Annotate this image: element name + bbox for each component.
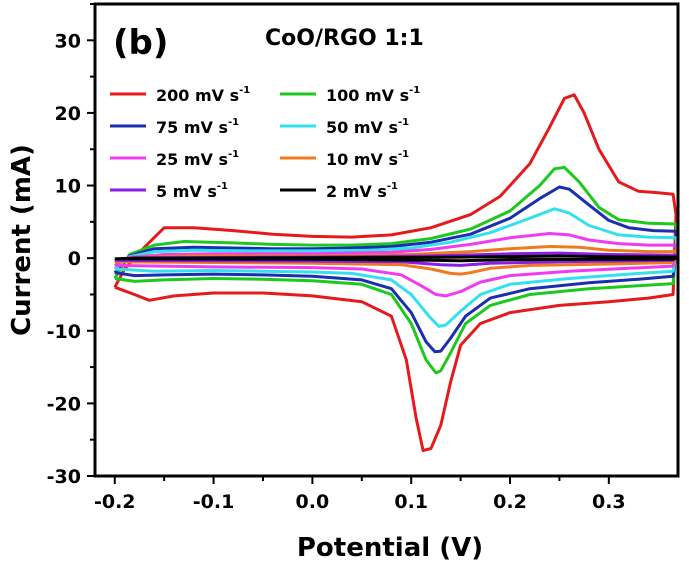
legend-label-text: 50 mV s: [326, 118, 398, 137]
legend-label-superscript: -1: [228, 149, 239, 160]
plot-curves: [113, 93, 679, 453]
legend-label-superscript: -1: [239, 85, 250, 96]
legend-label-text: 75 mV s: [156, 118, 228, 137]
legend-label: 50 mV s-1: [326, 117, 409, 137]
x-tick-label: 0.2: [493, 491, 527, 513]
legend-label-superscript: -1: [387, 181, 398, 192]
panel-label: (b): [113, 23, 168, 63]
cv-curve-0: [113, 93, 678, 453]
legend-label-superscript: -1: [409, 85, 420, 96]
legend-label-text: 25 mV s: [156, 150, 228, 169]
y-tick-label: -30: [47, 466, 81, 488]
plot-frame: [93, 2, 680, 478]
cv-curve-7: [114, 254, 679, 263]
x-tick-label: -0.2: [94, 491, 136, 513]
y-tick-label: -20: [47, 393, 81, 415]
y-axis-title: Current (mA): [7, 144, 37, 336]
legend-label: 2 mV s-1: [326, 181, 398, 201]
chart-title: CoO/RGO 1:1: [265, 26, 424, 51]
legend-label: 10 mV s-1: [326, 149, 409, 169]
x-ticks: -0.2 -0.1 0.0 0.1 0.2 0.3: [94, 476, 626, 513]
legend-label-superscript: -1: [398, 117, 409, 128]
y-ticks: -30 -20 -10 0 10 20 30: [47, 3, 95, 488]
legend-label: 200 mV s-1: [156, 85, 250, 105]
legend: 200 mV s-1 100 mV s-175 mV s-1 50 mV s-125…: [110, 85, 420, 201]
x-tick-label: -0.1: [193, 491, 235, 513]
y-tick-label: -10: [47, 321, 81, 343]
y-tick-label: 0: [68, 248, 81, 270]
legend-label: 75 mV s-1: [156, 117, 239, 137]
legend-label-text: 2 mV s: [326, 182, 387, 201]
y-tick-label: 30: [55, 30, 81, 52]
legend-label-superscript: -1: [217, 181, 228, 192]
x-axis-title: Potential (V): [297, 533, 483, 563]
legend-label-text: 200 mV s: [156, 86, 239, 105]
legend-label-text: 5 mV s: [156, 182, 217, 201]
y-tick-label: 10: [55, 176, 81, 198]
x-tick-label: 0.3: [592, 491, 626, 513]
legend-label: 25 mV s-1: [156, 149, 239, 169]
legend-label: 100 mV s-1: [326, 85, 420, 105]
y-tick-label: 20: [55, 103, 81, 125]
legend-label: 5 mV s-1: [156, 181, 228, 201]
x-tick-label: 0.1: [394, 491, 428, 513]
x-tick-label: 0.0: [296, 491, 330, 513]
legend-label-text: 100 mV s: [326, 86, 409, 105]
legend-label-text: 10 mV s: [326, 150, 398, 169]
legend-label-superscript: -1: [228, 117, 239, 128]
legend-label-superscript: -1: [398, 149, 409, 160]
